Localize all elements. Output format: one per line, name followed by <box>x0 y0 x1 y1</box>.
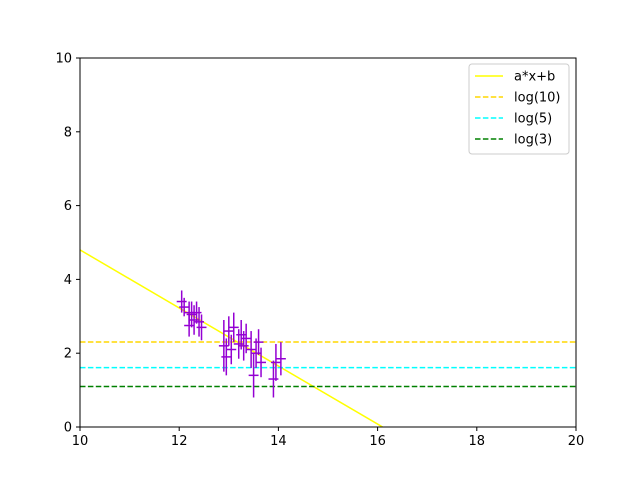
errorbar-point-18 <box>246 331 257 368</box>
errorbar-point-11 <box>223 316 234 346</box>
errorbar-point-21 <box>253 329 264 356</box>
y-tick-label-0: 0 <box>64 421 72 436</box>
axes: 10 12 14 16 18 20 0 2 4 6 8 10 <box>55 52 584 450</box>
legend-box <box>468 63 570 155</box>
legend-label-1: log(10) <box>514 91 561 106</box>
x-tick-label-1: 12 <box>171 434 188 449</box>
errorbar-point-23 <box>268 360 279 398</box>
errorbar-point-6 <box>191 301 202 324</box>
errorbar-point-10 <box>221 338 232 376</box>
errorbar-point-8 <box>196 314 207 341</box>
y-tick-label-4: 8 <box>64 125 72 140</box>
errorbar-point-16 <box>238 331 249 361</box>
errorbar-point-25 <box>275 342 286 376</box>
plot-area <box>80 249 576 427</box>
errorbar-point-9 <box>218 319 229 372</box>
legend: a*x+b log(10) log(5) log(3) <box>468 63 570 155</box>
errorbar-point-15 <box>236 319 247 350</box>
errorbar-point-12 <box>226 334 237 365</box>
errorbar-point-13 <box>228 312 239 343</box>
x-tick-label-3: 16 <box>369 434 386 449</box>
legend-label-0: a*x+b <box>514 70 555 85</box>
x-tick-label-0: 10 <box>72 434 89 449</box>
legend-label-3: log(3) <box>514 133 552 148</box>
errorbar-point-7 <box>194 307 204 337</box>
y-tick-label-5: 10 <box>55 52 72 67</box>
axes-frame <box>79 57 577 428</box>
x-tick-label-4: 18 <box>469 434 486 449</box>
errorbar-point-24 <box>270 343 281 381</box>
x-tick-label-2: 14 <box>270 434 287 449</box>
y-tick-label-2: 4 <box>64 273 72 288</box>
errorbar-point-4 <box>186 301 197 328</box>
legend-label-2: log(5) <box>514 112 552 127</box>
errorbar-point-17 <box>241 323 252 354</box>
y-tick-label-3: 6 <box>64 199 72 214</box>
errorbar-point-19 <box>248 353 259 398</box>
errorbar-point-0 <box>176 290 187 313</box>
errorbar-point-5 <box>189 305 200 335</box>
errorbar-point-22 <box>256 347 266 378</box>
errorbar-point-3 <box>184 314 195 337</box>
x-tick-label-5: 20 <box>568 434 585 449</box>
y-tick-label-1: 2 <box>64 347 72 362</box>
